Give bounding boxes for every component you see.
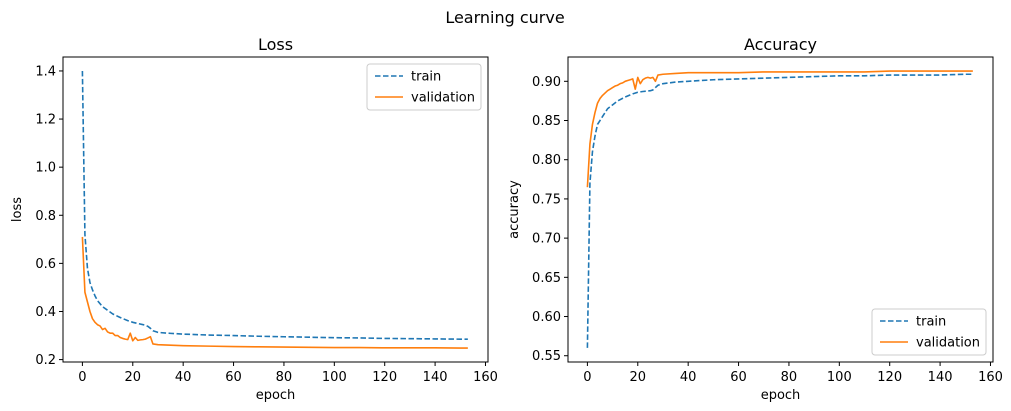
loss-y-tick-label: 0.6 xyxy=(35,257,56,272)
loss-x-axis-label: epoch xyxy=(256,388,296,403)
accuracy-x-axis-label: epoch xyxy=(761,388,801,403)
accuracy-train-line xyxy=(586,73,973,348)
loss-y-tick-label: 0.2 xyxy=(35,353,56,368)
loss-x-tick-label: 20 xyxy=(125,370,142,385)
accuracy-x-tick-label: 100 xyxy=(827,370,852,385)
loss-y-tick-label: 1.4 xyxy=(35,64,56,79)
accuracy-legend-label-train: train xyxy=(916,315,946,330)
loss-train-line xyxy=(81,70,468,340)
accuracy-y-tick-label: 0.85 xyxy=(532,114,561,129)
loss-y-tick-label: 1.2 xyxy=(35,113,56,128)
loss-y-tick-label: 1.0 xyxy=(35,161,56,176)
accuracy-y-tick-label: 0.80 xyxy=(532,153,561,168)
accuracy-x-tick-label: 40 xyxy=(680,370,697,385)
figure-title: Learning curve xyxy=(445,8,564,27)
loss-axes-frame xyxy=(62,56,489,363)
loss-x-tick-label: 100 xyxy=(322,370,347,385)
loss-y-tick-label: 0.8 xyxy=(35,209,56,224)
loss-x-tick-label: 60 xyxy=(225,370,242,385)
accuracy-y-tick-label: 0.60 xyxy=(532,310,561,325)
loss-x-tick-label: 120 xyxy=(372,370,397,385)
loss-x-tick-label: 0 xyxy=(78,370,86,385)
accuracy-x-tick-label: 160 xyxy=(978,370,1003,385)
accuracy-y-axis-label: accuracy xyxy=(507,180,522,239)
loss-x-tick-label: 160 xyxy=(473,370,498,385)
accuracy-chart: Accuracy 0 20 40 60 80 100 120 140 160 0.55 0.60 0.6… xyxy=(507,35,1003,403)
accuracy-x-tick-label: 0 xyxy=(583,370,591,385)
loss-y-tick-label: 0.4 xyxy=(35,305,56,320)
accuracy-x-tick-label: 140 xyxy=(928,370,953,385)
loss-y-axis-label: loss xyxy=(10,197,25,222)
accuracy-legend: train validation xyxy=(871,308,987,356)
accuracy-x-tick-label: 20 xyxy=(630,370,647,385)
accuracy-chart-title: Accuracy xyxy=(744,35,817,54)
accuracy-x-tick-label: 60 xyxy=(730,370,747,385)
loss-legend-label-validation: validation xyxy=(411,91,475,106)
loss-x-tick-label: 140 xyxy=(423,370,448,385)
accuracy-x-tick-label: 80 xyxy=(781,370,798,385)
loss-x-tick-label: 40 xyxy=(175,370,192,385)
accuracy-y-tick-label: 0.70 xyxy=(532,232,561,247)
accuracy-axes-frame xyxy=(567,56,994,363)
accuracy-y-tick-label: 0.90 xyxy=(532,75,561,90)
accuracy-x-tick-label: 120 xyxy=(877,370,902,385)
loss-chart-title: Loss xyxy=(258,35,293,54)
loss-validation-line xyxy=(81,236,468,349)
accuracy-y-tick-label: 0.65 xyxy=(532,271,561,286)
loss-x-tick-label: 80 xyxy=(276,370,293,385)
accuracy-y-tick-label: 0.75 xyxy=(532,192,561,207)
accuracy-validation-line xyxy=(586,70,973,188)
accuracy-y-tick-label: 0.55 xyxy=(532,349,561,364)
loss-legend: train validation xyxy=(366,63,482,111)
accuracy-legend-label-validation: validation xyxy=(916,336,980,351)
loss-chart: Loss 0 20 40 60 80 100 120 140 160 0.2 0.4 0.6 0.8 1.0… xyxy=(10,35,498,403)
loss-legend-label-train: train xyxy=(411,70,441,85)
